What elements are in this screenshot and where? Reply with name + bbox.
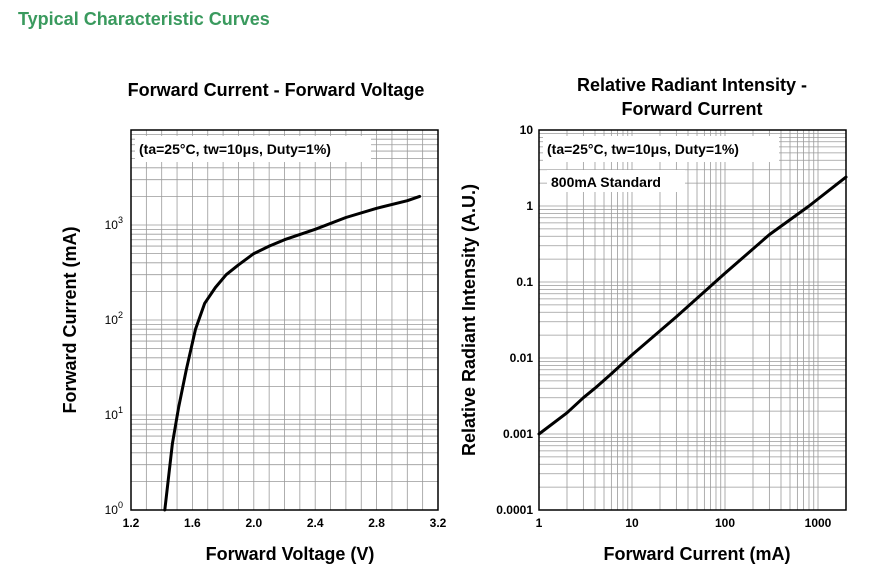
chart-2-x-tick-label: 1	[536, 516, 543, 530]
chart-1-x-axis-label: Forward Voltage (V)	[206, 544, 375, 564]
chart-2-title-line-1: Relative Radiant Intensity -	[577, 75, 807, 95]
chart-1: Forward Current - Forward Voltage 1.2 1.6…	[60, 80, 447, 564]
chart-1-plot-frame	[130, 129, 439, 511]
chart-1-y-tick-label: 103	[105, 215, 123, 232]
chart-1-x-tick-label: 2.0	[245, 516, 262, 530]
chart-2-annotation-2: 800mA Standard	[551, 174, 661, 190]
chart-1-x-tick-label: 2.4	[307, 516, 324, 530]
chart-2-y-tick-label: 10	[520, 123, 534, 137]
page-heading: Typical Characteristic Curves	[18, 9, 270, 29]
chart-2-annotation-box	[543, 136, 779, 162]
chart-2-annotation-2-box	[547, 170, 685, 192]
chart-1-y-tick-labels: 100 101 102 103	[105, 215, 123, 517]
chart-2-x-tick-labels: 1 10 100 1000	[536, 516, 832, 530]
chart-2-annotation: (ta=25°C, tw=10μs, Duty=1%)	[547, 141, 739, 157]
chart-1-y-tick-label: 101	[105, 405, 123, 422]
chart-2-y-tick-label: 1	[526, 199, 533, 213]
chart-1-x-tick-label: 3.2	[430, 516, 447, 530]
chart-2-x-tick-label: 1000	[805, 516, 832, 530]
chart-2-x-tick-label: 10	[625, 516, 639, 530]
chart-2-y-tick-label: 0.1	[516, 275, 533, 289]
chart-1-x-tick-labels: 1.2 1.6 2.0 2.4 2.8 3.2	[123, 516, 447, 530]
chart-1-grid	[131, 130, 438, 510]
chart-1-y-tick-label: 100	[105, 500, 123, 517]
chart-1-annotation: (ta=25°C, tw=10μs, Duty=1%)	[139, 141, 331, 157]
chart-2-x-tick-label: 100	[715, 516, 735, 530]
chart-1-title: Forward Current - Forward Voltage	[128, 80, 425, 100]
chart-2-plot-frame	[538, 129, 847, 511]
chart-2-y-tick-labels: 0.0001 0.001 0.01 0.1 1 10	[496, 123, 533, 517]
chart-2-x-axis-label: Forward Current (mA)	[603, 544, 790, 564]
chart-1-x-tick-label: 1.2	[123, 516, 140, 530]
chart-2: Relative Radiant Intensity - Forward Cur…	[459, 75, 848, 564]
chart-1-annotation-box	[135, 136, 371, 162]
chart-1-series-line	[163, 194, 422, 512]
chart-2-y-tick-label: 0.001	[503, 427, 533, 441]
chart-2-series-line	[537, 175, 848, 436]
chart-1-y-axis-label: Forward Current (mA)	[60, 226, 80, 413]
chart-2-y-tick-label: 0.0001	[496, 503, 533, 517]
chart-2-title-line-2: Forward Current	[621, 99, 762, 119]
chart-1-x-tick-label: 2.8	[368, 516, 385, 530]
chart-1-y-tick-label: 102	[105, 310, 123, 327]
chart-2-y-axis-label: Relative Radiant Intensity (A.U.)	[459, 184, 479, 456]
chart-2-y-tick-label: 0.01	[510, 351, 534, 365]
chart-1-x-tick-label: 1.6	[184, 516, 201, 530]
